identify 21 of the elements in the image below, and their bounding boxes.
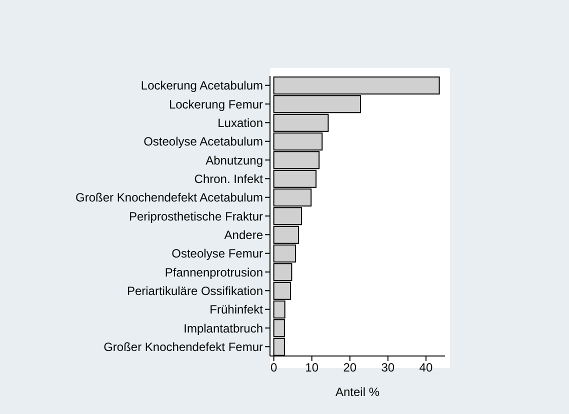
y-tick-label: Chron. Infekt (194, 172, 264, 186)
x-tick-label: 30 (381, 360, 395, 375)
y-tick-label: Implantatbruch (184, 321, 263, 336)
y-tick-label: Frühinfekt (210, 302, 264, 317)
y-tick-label: Abnutzung (206, 153, 263, 168)
y-tick-label: Lockerung Femur (168, 97, 263, 112)
y-tick-label: Andere (224, 228, 264, 242)
y-tick-label: Periartikuläre Ossifikation (126, 284, 263, 298)
y-tick-label: Periprosthetische Fraktur (128, 209, 263, 224)
x-tick-label: 20 (343, 360, 357, 375)
y-tick-label: Großer Knochendefekt Femur (104, 340, 263, 354)
y-tick-label: Großer Knochendefekt Acetabulum (76, 190, 263, 205)
y-tick-label: Lockerung Acetabulum (140, 78, 263, 93)
y-tick-label: Pfannenprotrusion (164, 265, 263, 280)
y-tick-label: Luxation (218, 116, 263, 130)
y-tick-label: Osteolyse Acetabulum (144, 134, 263, 149)
x-tick-label: 0 (270, 360, 278, 375)
x-tick-label: 10 (305, 360, 319, 375)
y-tick-label: Osteolyse Femur (172, 246, 264, 261)
x-axis-title: Anteil % (335, 385, 380, 399)
x-tick-label: 40 (419, 360, 433, 375)
